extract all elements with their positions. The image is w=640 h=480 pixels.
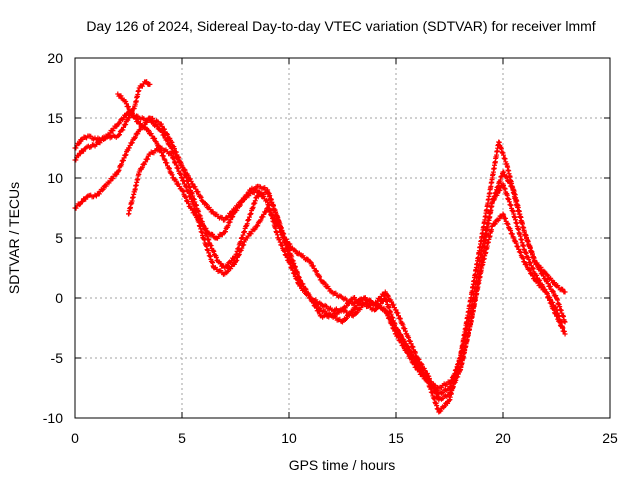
x-tick-label: 15	[388, 430, 404, 446]
data-points	[72, 79, 568, 415]
x-tick-label: 0	[71, 430, 79, 446]
x-tick-label: 25	[602, 430, 618, 446]
plot-border	[74, 57, 611, 419]
point-markers	[72, 109, 566, 391]
x-tick-label: 5	[178, 430, 186, 446]
chart-title: Day 126 of 2024, Sidereal Day-to-day VTE…	[86, 18, 595, 34]
y-tick-label: -5	[51, 350, 64, 366]
x-axis-label: GPS time / hours	[289, 457, 396, 473]
x-tick-label: 10	[281, 430, 297, 446]
y-tick-label: 10	[47, 170, 63, 186]
y-axis-label: SDTVAR / TECUs	[6, 182, 22, 294]
y-tick-label: -10	[43, 410, 63, 426]
y-tick-label: 5	[55, 230, 63, 246]
x-tick-label: 20	[495, 430, 511, 446]
series-track-5	[115, 91, 568, 397]
grid-lines	[75, 58, 610, 418]
y-tick-label: 15	[47, 110, 63, 126]
point-markers	[72, 79, 153, 151]
point-markers	[115, 91, 568, 397]
y-tick-label: 0	[55, 290, 63, 306]
y-tick-label: 20	[47, 50, 63, 66]
series-track-2	[72, 109, 566, 391]
series-track-1	[72, 79, 153, 151]
